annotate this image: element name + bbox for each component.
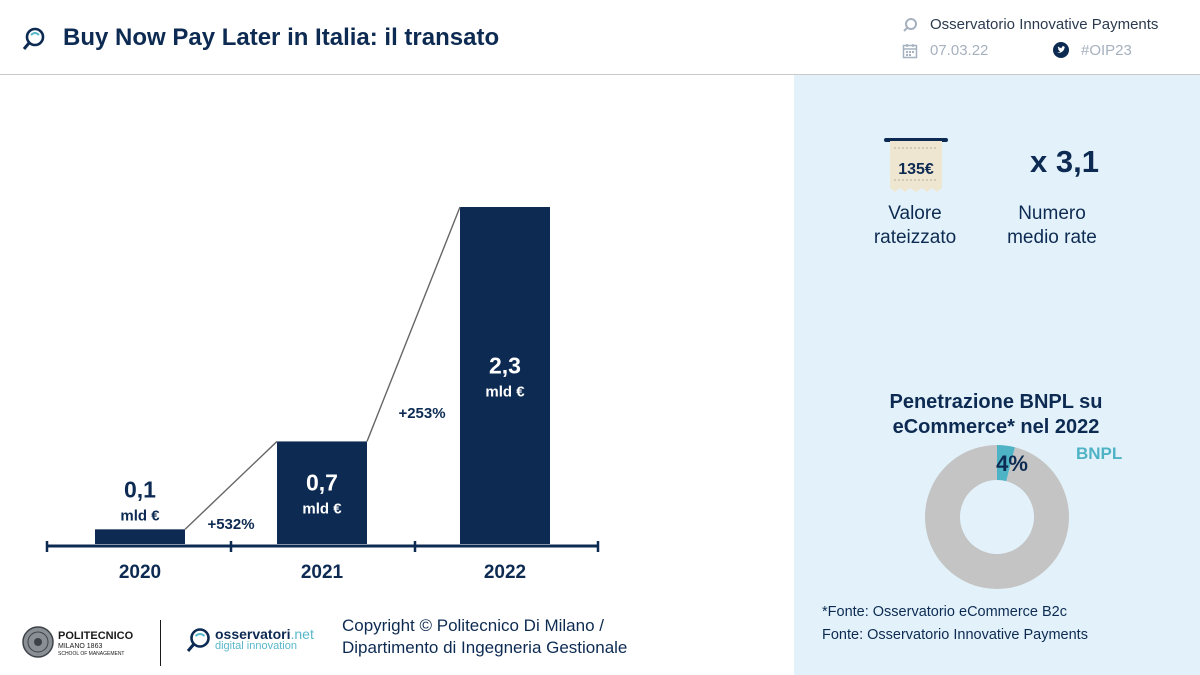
- politecnico-name: POLITECNICO: [58, 630, 134, 642]
- receipt-icon: 135€: [884, 138, 948, 192]
- donut-rest-slice: [925, 445, 1069, 589]
- copyright-line-2: Dipartimento di Ingegneria Gestionale: [342, 638, 628, 657]
- bnpl-penetration-donut: 4% BNPL: [925, 444, 1122, 589]
- osservatori-name: osservatori: [215, 626, 291, 642]
- donut-series-label: BNPL: [1076, 444, 1122, 463]
- bnpl-transato-bar-chart: 2020 0,1 mld € 2021 0,7 mld € 2022 2,3 mld € +532…: [45, 206, 600, 583]
- value-label-2022: 2,3: [489, 353, 521, 379]
- magnifier-icon: [903, 18, 917, 32]
- header: Buy Now Pay Later in Italia: il transato…: [0, 0, 1200, 75]
- hashtag[interactable]: #OIP23: [1081, 42, 1132, 59]
- politecnico-school: SCHOOL OF MANAGEMENT: [58, 651, 125, 657]
- bar-2022: [460, 207, 550, 544]
- footer-divider: [160, 620, 161, 666]
- x-tick-label-2020: 2020: [119, 562, 161, 583]
- numero-medio-rate-label: Numero medio rate: [1007, 203, 1097, 248]
- politecnico-seal-icon: [22, 626, 54, 658]
- growth-connector-1: [184, 440, 278, 530]
- magnifier-logo-icon: [22, 27, 45, 50]
- politecnico-city: MILANO 1863: [58, 643, 103, 650]
- calendar-icon: [902, 44, 918, 59]
- source-line-1: *Fonte: Osservatorio eCommerce B2c: [822, 604, 1067, 620]
- bar-2020: [95, 529, 185, 544]
- page-title: Buy Now Pay Later in Italia: il transato: [63, 24, 500, 51]
- bar-2021: [277, 441, 367, 544]
- valore-rateizzato-label: Valore rateizzato: [873, 203, 957, 248]
- unit-label-2021: mld €: [302, 501, 342, 518]
- growth-connector-2: [366, 206, 461, 442]
- observatory-name: Osservatorio Innovative Payments: [930, 16, 1159, 33]
- osservatori-subtitle: digital innovation: [215, 640, 297, 652]
- donut-bnpl-slice: [997, 445, 1015, 482]
- date: 07.03.22: [930, 42, 989, 59]
- x-tick-label-2021: 2021: [301, 562, 344, 583]
- receipt-value: 135€: [898, 161, 934, 178]
- donut-share-label: 4%: [996, 451, 1028, 476]
- copyright-notice: Copyright © Politecnico Di Milano / Dipa…: [342, 615, 627, 659]
- osservatori-logo-text: osservatori.net: [215, 626, 314, 642]
- value-label-2021: 0,7: [306, 470, 338, 496]
- source-line-2: Fonte: Osservatorio Innovative Payments: [822, 627, 1088, 643]
- growth-label-1: +532%: [207, 516, 254, 533]
- unit-label-2022: mld €: [485, 384, 525, 401]
- numero-rate-value: x 3,1: [1030, 144, 1099, 179]
- osservatori-suffix: .net: [290, 626, 314, 642]
- growth-label-2: +253%: [398, 405, 445, 422]
- twitter-icon[interactable]: [1053, 42, 1069, 58]
- copyright-line-1: Copyright © Politecnico Di Milano /: [342, 616, 604, 635]
- value-label-2020: 0,1: [124, 476, 156, 502]
- x-tick-label-2022: 2022: [484, 562, 526, 583]
- penetration-title: Penetrazione BNPL su eCommerce* nel 2022: [889, 391, 1103, 438]
- unit-label-2020: mld €: [120, 507, 160, 524]
- osservatori-logo-icon: [186, 628, 210, 652]
